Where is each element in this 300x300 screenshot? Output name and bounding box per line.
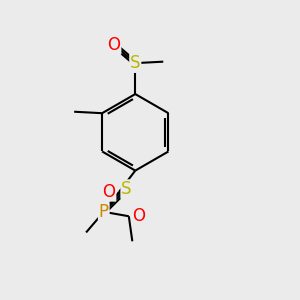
- Text: S: S: [130, 54, 140, 72]
- Text: O: O: [108, 36, 121, 54]
- Text: P: P: [99, 203, 109, 221]
- Text: O: O: [103, 183, 116, 201]
- Text: O: O: [132, 207, 145, 225]
- Text: S: S: [121, 180, 132, 198]
